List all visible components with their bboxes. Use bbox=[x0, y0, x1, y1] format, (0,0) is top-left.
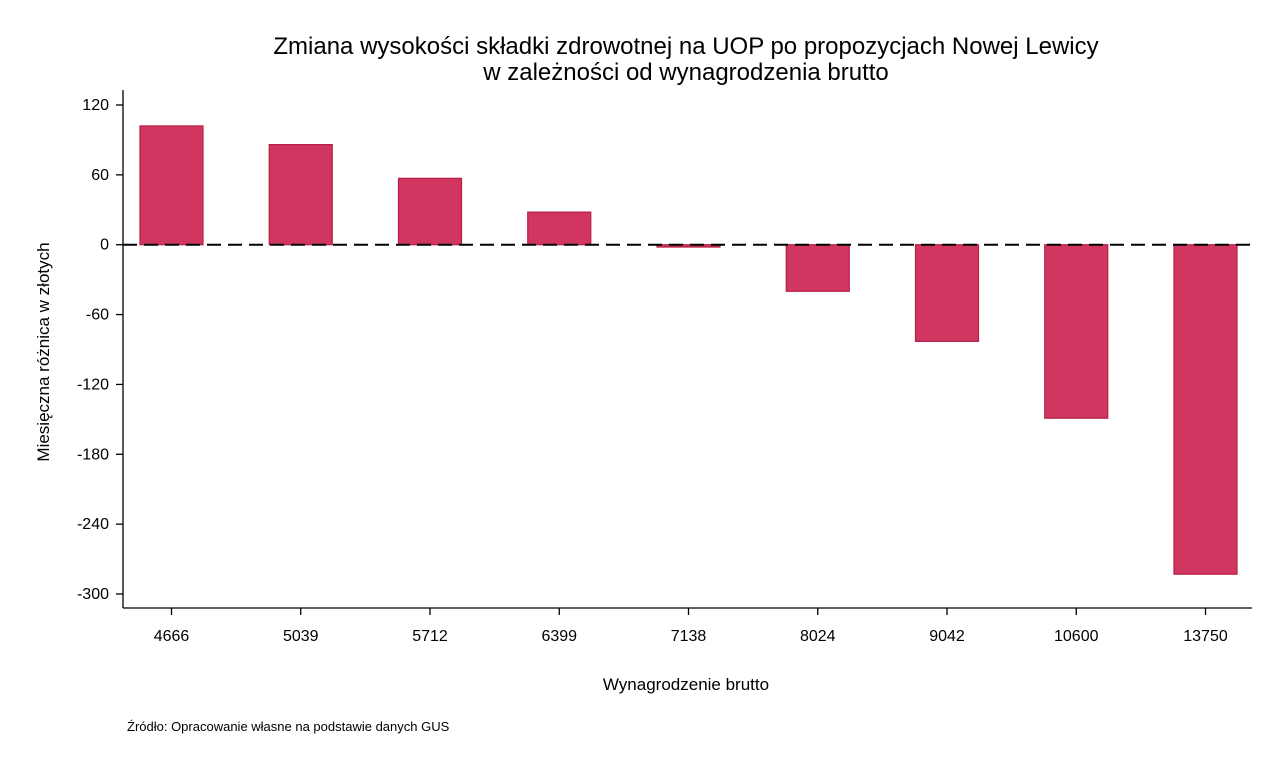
bar-8024 bbox=[785, 244, 850, 292]
x-tick-label: 7138 bbox=[671, 628, 707, 645]
source-note: Źródło: Opracowanie własne na podstawie … bbox=[127, 719, 450, 734]
y-axis-title: Miesięczna różnica w złotych bbox=[34, 242, 53, 461]
bars bbox=[139, 125, 1238, 575]
x-tick-label: 9042 bbox=[929, 628, 965, 645]
bar-7138 bbox=[656, 244, 721, 248]
y-tick-label: -300 bbox=[77, 586, 109, 603]
y-tick-label: -240 bbox=[77, 516, 109, 533]
y-tick-label: 60 bbox=[91, 167, 109, 184]
bar-10600 bbox=[1044, 244, 1109, 419]
chart-title: Zmiana wysokości składki zdrowotnej na U… bbox=[273, 33, 1098, 60]
bar-13750 bbox=[1173, 244, 1238, 575]
bar-5039 bbox=[268, 143, 333, 246]
bar-4666 bbox=[139, 125, 204, 246]
y-tick-label: -120 bbox=[77, 376, 109, 393]
x-tick-label: 6399 bbox=[541, 628, 577, 645]
bar-5712 bbox=[397, 177, 463, 246]
x-tick-label: 5039 bbox=[283, 628, 319, 645]
y-tick-label: 0 bbox=[100, 237, 109, 254]
y-axis: 120 60 0 -60 -120 -180 -240 -300 bbox=[77, 90, 124, 608]
bar-9042 bbox=[914, 244, 980, 342]
bar-6399 bbox=[527, 211, 592, 246]
x-axis-title: Wynagrodzenie brutto bbox=[603, 675, 769, 694]
y-tick-label: -60 bbox=[86, 307, 109, 324]
y-tick-label: 120 bbox=[82, 97, 109, 114]
x-tick-label: 13750 bbox=[1183, 628, 1228, 645]
x-tick-label: 5712 bbox=[412, 628, 448, 645]
chart-subtitle: w zależności od wynagrodzenia brutto bbox=[482, 59, 889, 86]
x-tick-label: 8024 bbox=[800, 628, 836, 645]
y-tick-label: -180 bbox=[77, 446, 109, 463]
x-tick-label: 4666 bbox=[154, 628, 190, 645]
x-tick-label: 10600 bbox=[1054, 628, 1099, 645]
x-axis: 4666 5039 5712 6399 7138 8024 9042 10600 13750 bbox=[123, 607, 1252, 645]
